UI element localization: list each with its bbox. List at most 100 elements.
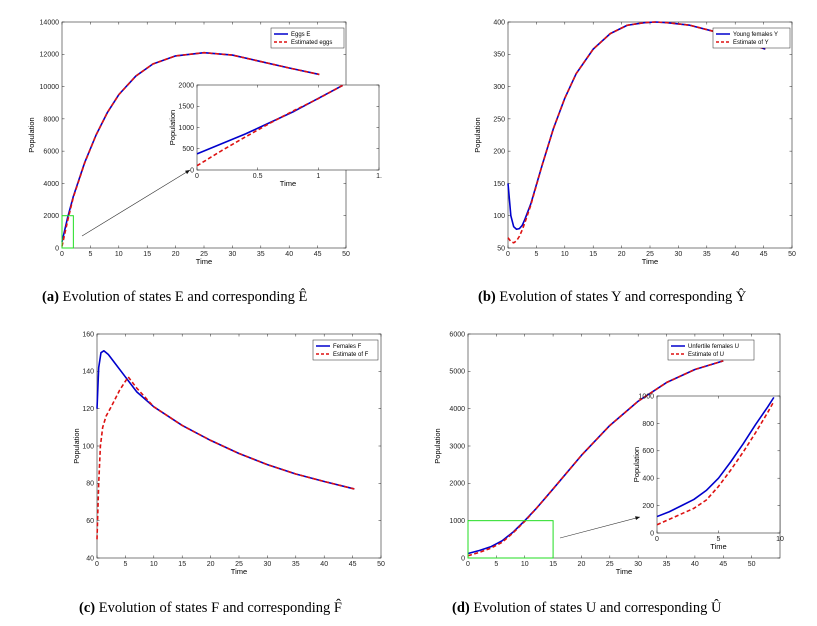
legend-box [667,339,755,361]
x-tick-label: 20 [207,561,215,568]
legend-label: Estimate of U [688,352,724,358]
inset-series-line-estimate [657,401,775,526]
inset-series-line-estimate [197,85,343,167]
x-tick-label: 15 [178,561,186,568]
x-axis-label: Time [231,567,247,576]
y-tick-label: 50 [497,245,505,252]
inset-y-tick-label: 1000 [178,125,194,132]
y-tick-label: 0 [461,555,465,562]
y-tick-label: 160 [82,331,94,338]
caption-tag: (c) [79,600,96,616]
x-tick-label: 30 [264,561,272,568]
inset-y-tick-label: 500 [182,146,194,153]
inset-series-group [657,396,775,526]
x-axis-label: Time [196,257,212,266]
legend-label: Unfertile females U [688,344,739,350]
x-tick-label: 15 [549,561,557,568]
x-tick-label: 0 [466,561,470,568]
inset-series-line-true [657,396,775,518]
y-tick-label: 350 [493,52,505,59]
caption-tag: (a) [42,289,59,305]
x-tick-label: 35 [663,561,671,568]
y-tick-label: 3000 [449,443,465,450]
y-tick-label: 5000 [449,369,465,376]
zoom-arrow-head [635,516,640,521]
x-tick-label: 25 [200,251,208,258]
inset-y-tick-label: 1000 [638,393,654,400]
inset-y-tick-label: 600 [642,448,654,455]
inset-x-tick-label: 0 [195,173,199,180]
caption-text: Evolution of states Y and corresponding … [499,289,747,305]
x-tick-label: 0 [506,251,510,258]
inset-chart: 0 0.5 1 1. 0 500 1000 1500 2000 Time Population [168,82,382,188]
inset-x-tick-label: 0 [655,536,659,543]
x-tick-label: 5 [494,561,498,568]
y-tick-label: 300 [493,84,505,91]
caption-b: (b) Evolution of states Y and correspond… [478,289,746,306]
inset-axes-box [196,84,380,171]
y-tick-label: 14000 [40,19,60,26]
inset-y-tick-label: 400 [642,476,654,483]
y-tick-label: 12000 [40,52,60,59]
caption-a: (a) Evolution of states E and correspond… [42,289,307,306]
y-tick-label: 400 [493,19,505,26]
legend-label: Estimate of F [333,352,369,358]
y-tick-label: 10000 [40,84,60,91]
y-tick-label: 2000 [43,213,59,220]
zoom-arrow [81,169,191,237]
x-tick-label: 35 [292,561,300,568]
x-tick-label: 35 [703,251,711,258]
legend-label: Females F [333,344,362,350]
chart-c: 0 5 10 15 20 25 30 35 40 45 50 40 60 80 100 120 140 160 Ti… [72,331,385,576]
zoom-region-box [61,215,74,249]
x-tick-label: 50 [377,561,385,568]
x-tick-label: 40 [285,251,293,258]
x-tick-label: 20 [618,251,626,258]
caption-text: Evolution of states U and corresponding … [473,600,722,616]
x-tick-label: 10 [521,561,529,568]
y-tick-label: 2000 [449,481,465,488]
series-line-true [61,51,320,243]
x-tick-label: 0 [95,561,99,568]
caption-c: (c) Evolution of states F and correspond… [79,600,342,617]
chart-d: 0 5 10 15 20 25 30 35 40 45 5001000200030004000500… [433,331,784,576]
x-tick-label: 50 [748,561,756,568]
inset-y-tick-label: 800 [642,421,654,428]
y-tick-label: 150 [493,181,505,188]
legend-label: Young females Y [733,32,778,38]
x-tick-label: 40 [320,561,328,568]
caption-tag: (b) [478,289,496,305]
x-tick-label: 45 [349,561,357,568]
x-tick-label: 10 [150,561,158,568]
y-tick-label: 100 [82,443,94,450]
y-tick-label: 250 [493,116,505,123]
x-tick-label: 45 [760,251,768,258]
y-axis-label: Population [27,117,36,152]
y-tick-label: 6000 [449,331,465,338]
x-tick-label: 5 [534,251,538,258]
legend-label: Estimate of Y [733,40,769,46]
legend-label: Eggs E [291,32,310,38]
y-tick-label: 6000 [43,149,59,156]
chart-a: 0 5 10 15 20 25 30 35 40 45 5002000400060008000100… [27,19,382,266]
x-tick-label: 30 [634,561,642,568]
x-tick-label: 15 [143,251,151,258]
y-tick-label: 120 [82,406,94,413]
y-tick-label: 40 [86,555,94,562]
inset-y-tick-label: 0 [650,530,654,537]
x-axis-label: Time [642,257,658,266]
y-tick-label: 4000 [449,406,465,413]
inset-x-tick-label: 1 [316,173,320,180]
y-tick-label: 100 [493,213,505,220]
y-axis-label: Population [433,428,442,463]
x-tick-label: 0 [60,251,64,258]
axes-box [96,333,382,559]
x-tick-label: 25 [606,561,614,568]
y-tick-label: 8000 [43,116,59,123]
x-tick-label: 20 [578,561,586,568]
x-tick-label: 10 [561,251,569,258]
y-tick-label: 4000 [43,181,59,188]
x-tick-label: 40 [731,251,739,258]
y-tick-label: 200 [493,149,505,156]
